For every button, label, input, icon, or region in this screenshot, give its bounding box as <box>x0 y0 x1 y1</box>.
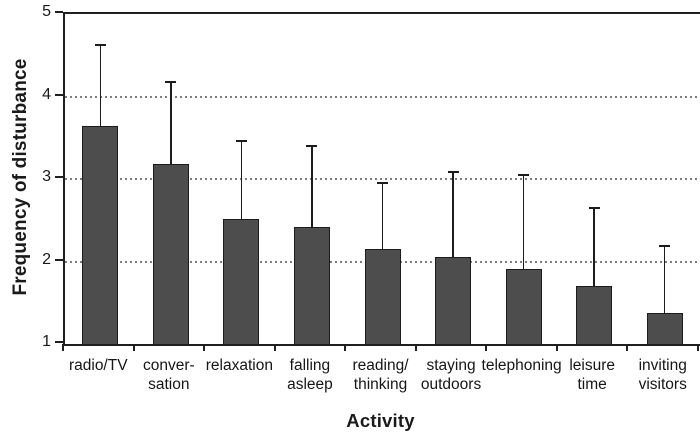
error-bar-cap-8 <box>588 206 600 209</box>
x-axis-tick-6 <box>485 344 488 351</box>
x-axis-tick-9 <box>697 344 699 351</box>
x-axis-tick-2 <box>203 344 206 351</box>
x-axis-tick-7 <box>555 344 558 351</box>
bar-2 <box>152 164 189 344</box>
category-label-line: asleep <box>287 376 333 393</box>
category-label-line: inviting <box>638 357 687 374</box>
category-label-line: leisure <box>569 357 615 374</box>
error-bar-cap-4 <box>306 145 318 147</box>
error-bar-cap-1 <box>94 44 106 47</box>
bar-9 <box>646 313 683 344</box>
x-axis-tick-4 <box>344 344 347 351</box>
error-bar-cap-5 <box>377 182 388 185</box>
error-bar-2 <box>170 82 172 165</box>
bar-5 <box>364 249 401 344</box>
y-axis-tick-2 <box>55 258 63 261</box>
category-label-line: conver- <box>142 357 195 374</box>
category-label-line: radio/TV <box>68 357 128 374</box>
error-bar-9 <box>663 245 666 314</box>
category-label-6: staying outdoors <box>408 356 495 394</box>
x-axis-tick-3 <box>273 344 276 351</box>
x-axis-tick-5 <box>414 344 417 351</box>
gridline-4 <box>65 95 700 98</box>
category-label-4: falling asleep <box>267 356 354 394</box>
y-axis-tick-1 <box>55 341 63 343</box>
error-bar-cap-6 <box>447 171 459 174</box>
y-tick-label-3: 3 <box>42 168 51 185</box>
category-label-line: thinking <box>353 376 408 393</box>
category-label-line: time <box>577 376 607 393</box>
category-label-line: outdoors <box>420 376 482 393</box>
error-bar-8 <box>593 207 595 287</box>
x-axis-tick-8 <box>626 344 629 351</box>
category-label-line: falling <box>289 357 331 374</box>
error-bar-7 <box>522 174 525 269</box>
x-axis-tick-0 <box>62 344 64 351</box>
y-tick-label-5: 5 <box>42 3 51 20</box>
bar-1 <box>82 126 119 344</box>
error-bar-cap-7 <box>518 173 530 176</box>
y-tick-label-2: 2 <box>42 250 51 268</box>
bar-6 <box>435 256 472 344</box>
y-tick-label-1: 1 <box>42 333 51 350</box>
bar-4 <box>293 226 330 344</box>
category-label-line: relaxation <box>205 357 273 374</box>
error-bar-6 <box>452 172 454 257</box>
category-label-line: telephoning <box>481 357 562 374</box>
bar-3 <box>223 218 260 344</box>
bar-7 <box>505 268 542 344</box>
category-label-9: inviting visitors <box>619 356 700 394</box>
y-axis-tick-5 <box>55 11 63 13</box>
category-label-line: staying <box>426 357 476 374</box>
category-label-line: sation <box>148 376 190 393</box>
y-axis-tick-4 <box>55 93 63 96</box>
category-label-8: leisure time <box>549 356 636 394</box>
error-bar-cap-2 <box>165 81 177 84</box>
error-bar-cap-3 <box>235 140 247 143</box>
category-label-line: visitors <box>638 376 687 393</box>
y-tick-label-4: 4 <box>42 85 51 103</box>
error-bar-cap-9 <box>659 244 671 247</box>
category-label-1: radio/TV <box>55 356 142 375</box>
plot-area <box>63 12 700 346</box>
error-bar-5 <box>381 183 384 250</box>
category-label-5: reading/thinking <box>337 356 424 394</box>
y-axis-tick-3 <box>55 176 63 178</box>
category-label-2: conver-sation <box>126 356 213 394</box>
error-bar-1 <box>99 45 102 127</box>
category-label-7: telephoning <box>478 356 565 375</box>
bar-8 <box>576 286 613 344</box>
category-label-line: reading/ <box>352 357 409 374</box>
error-bar-4 <box>311 146 313 227</box>
category-label-3: relaxation <box>196 356 283 375</box>
error-bar-3 <box>240 141 243 219</box>
x-axis-title: Activity <box>346 410 415 431</box>
gridline-3 <box>65 178 700 180</box>
x-axis-tick-1 <box>132 344 135 351</box>
